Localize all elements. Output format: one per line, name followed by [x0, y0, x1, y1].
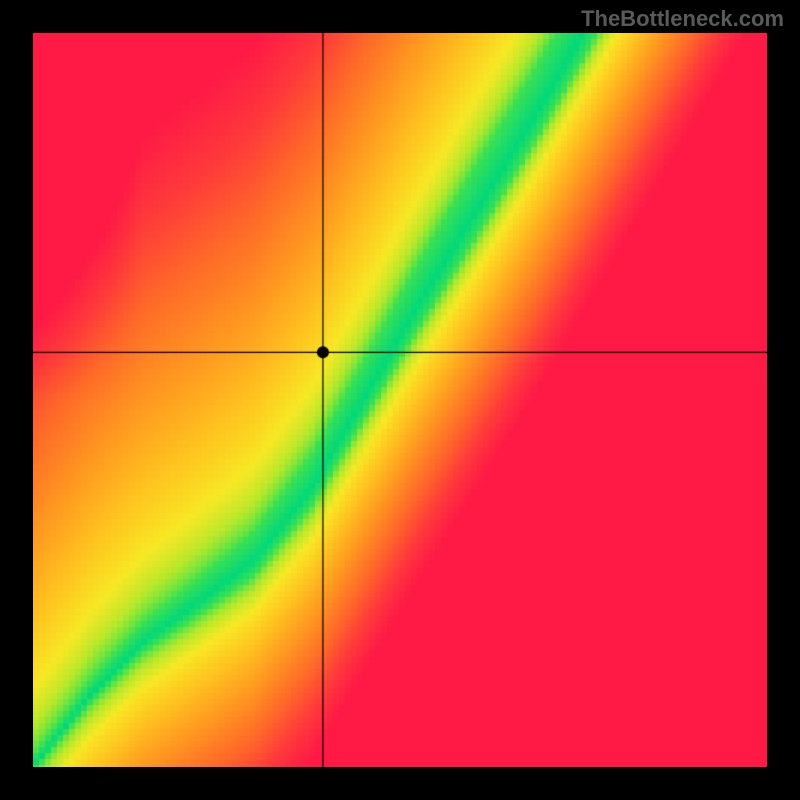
chart-container: TheBottleneck.com — [0, 0, 800, 800]
watermark-text: TheBottleneck.com — [581, 6, 784, 32]
heatmap-canvas — [33, 33, 767, 767]
